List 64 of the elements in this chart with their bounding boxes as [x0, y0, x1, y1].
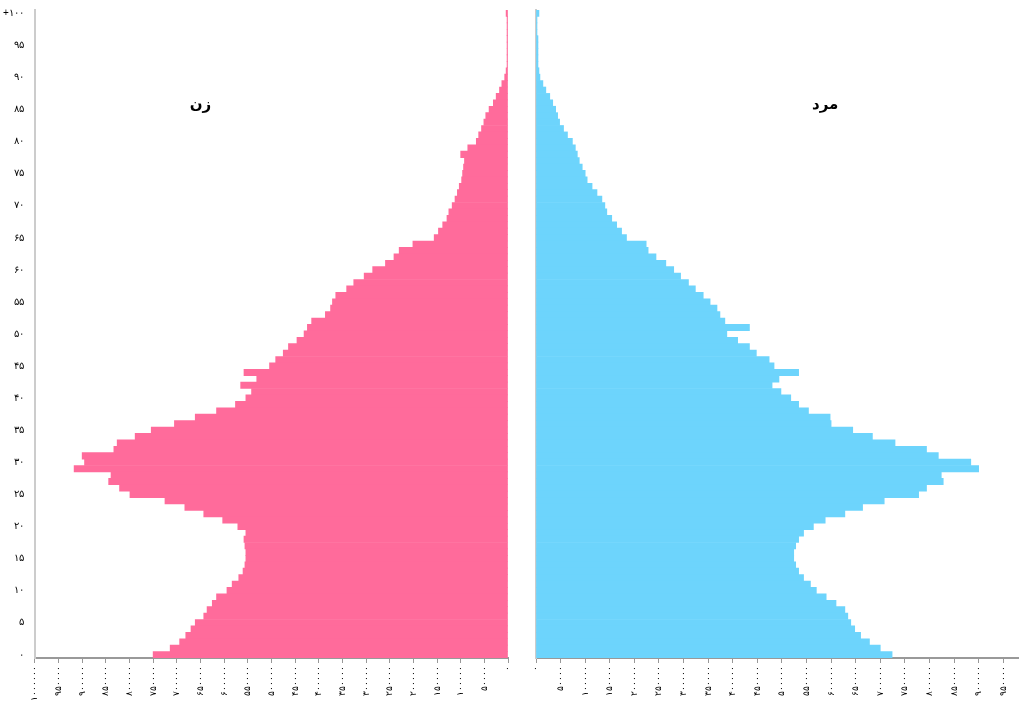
x-tick-label: ۸۵۰۰۰۰ — [948, 666, 959, 696]
x-tick-label: ۵۵۰۰۰۰ — [800, 666, 811, 696]
x-tick-label: ۷۰۰۰۰۰ — [171, 666, 182, 696]
x-tick-label: ۳۰۰۰۰۰ — [360, 666, 371, 696]
x-tick-label: ۱۰۰۰۰۰ — [455, 666, 466, 696]
y-tick-label: ۹۰ — [13, 71, 24, 83]
x-tick-label: ۲۰۰۰۰۰ — [628, 666, 639, 696]
x-tick-label: ۹۰۰۰۰۰ — [973, 666, 984, 696]
x-tick-label: ۳۵۰۰۰۰ — [702, 666, 713, 696]
text: زن — [189, 94, 212, 113]
y-tick-label: ۷۵ — [13, 167, 24, 179]
x-tick-label: ۵۰۰۰۰ — [555, 666, 566, 691]
x-tick-label: ۶۰۰۰۰۰ — [825, 666, 836, 696]
x-tick-label: ۵۰۰۰۰ — [478, 666, 489, 691]
x-tick-label: ۱۵۰۰۰۰ — [604, 666, 615, 696]
x-tick-label: ۱۰۰۰۰۰۰ — [29, 666, 40, 701]
x-tick-label: ۰ — [502, 666, 513, 671]
x-tick-label: ۳۵۰۰۰۰ — [336, 666, 347, 696]
y-tick-label: ۱۰ — [13, 584, 24, 596]
y-tick-label: ۷۰ — [13, 199, 24, 211]
y-tick-label: ۳۵ — [13, 423, 24, 435]
y-tick-label: ۰ — [18, 648, 24, 660]
x-tick-label: ۸۵۰۰۰۰ — [100, 666, 111, 696]
y-tick-label: ۴۰ — [13, 391, 24, 403]
y-tick-label: ۳۰ — [13, 456, 24, 468]
x-tick-label: ۶۵۰۰۰۰ — [194, 666, 205, 696]
x-tick-label: ۲۵۰۰۰۰ — [384, 666, 395, 696]
x-tick-label: ۵۰۰۰۰۰ — [776, 666, 787, 696]
x-tick-label: ۴۵۰۰۰۰ — [751, 666, 762, 696]
x-tick-label: ۳۰۰۰۰۰ — [678, 666, 689, 696]
x-tick-label: ۹۵۰۰۰۰ — [52, 666, 63, 696]
x-tick-label: ۲۰۰۰۰۰ — [407, 666, 418, 696]
text: مرد — [812, 94, 839, 113]
y-tick-label: ۴۵ — [13, 359, 24, 371]
x-tick-label: ۷۵۰۰۰۰ — [899, 666, 910, 696]
x-tick-label: ۰ — [530, 666, 541, 671]
y-tick-label: ۶۵ — [13, 231, 24, 243]
y-tick-label: ۸۵ — [13, 103, 24, 115]
y-tick-label: ۸۰ — [13, 135, 24, 147]
x-tick-label: ۷۰۰۰۰۰ — [874, 666, 885, 696]
x-tick-label: ۱۵۰۰۰۰ — [431, 666, 442, 696]
y-tick-label: ۲۵ — [13, 488, 24, 500]
x-tick-label: ۶۰۰۰۰۰ — [218, 666, 229, 696]
y-tick-label: ۵۵ — [13, 295, 24, 307]
x-tick-label: ۸۰۰۰۰۰ — [923, 666, 934, 696]
y-tick-label: ۲۰ — [13, 520, 24, 532]
x-tick-label: ۶۵۰۰۰۰ — [850, 666, 861, 696]
x-tick-label: ۱۰۰۰۰۰ — [579, 666, 590, 696]
x-tick-label: ۵۵۰۰۰۰ — [242, 666, 253, 696]
x-tick-label: ۲۵۰۰۰۰ — [653, 666, 664, 696]
x-tick-label: ۴۰۰۰۰۰ — [313, 666, 324, 696]
y-tick-label: ۵۰ — [13, 327, 24, 339]
y-tick-label: ۵ — [18, 616, 24, 628]
y-tick-label: ۹۵ — [13, 39, 24, 51]
x-tick-label: ۴۵۰۰۰۰ — [289, 666, 300, 696]
x-tick-label: ۸۰۰۰۰۰ — [123, 666, 134, 696]
x-tick-label: ۷۵۰۰۰۰ — [147, 666, 158, 696]
x-tick-label: ۵۰۰۰۰۰ — [265, 666, 276, 696]
y-tick-label: ۱۵ — [13, 552, 24, 564]
y-tick-label: +۱۰۰ — [3, 6, 24, 18]
y-tick-label: ۶۰ — [13, 263, 24, 275]
x-tick-label: ۹۵۰۰۰۰ — [997, 666, 1008, 696]
x-tick-label: ۴۰۰۰۰۰ — [727, 666, 738, 696]
x-tick-label: ۹۰۰۰۰۰ — [76, 666, 87, 696]
